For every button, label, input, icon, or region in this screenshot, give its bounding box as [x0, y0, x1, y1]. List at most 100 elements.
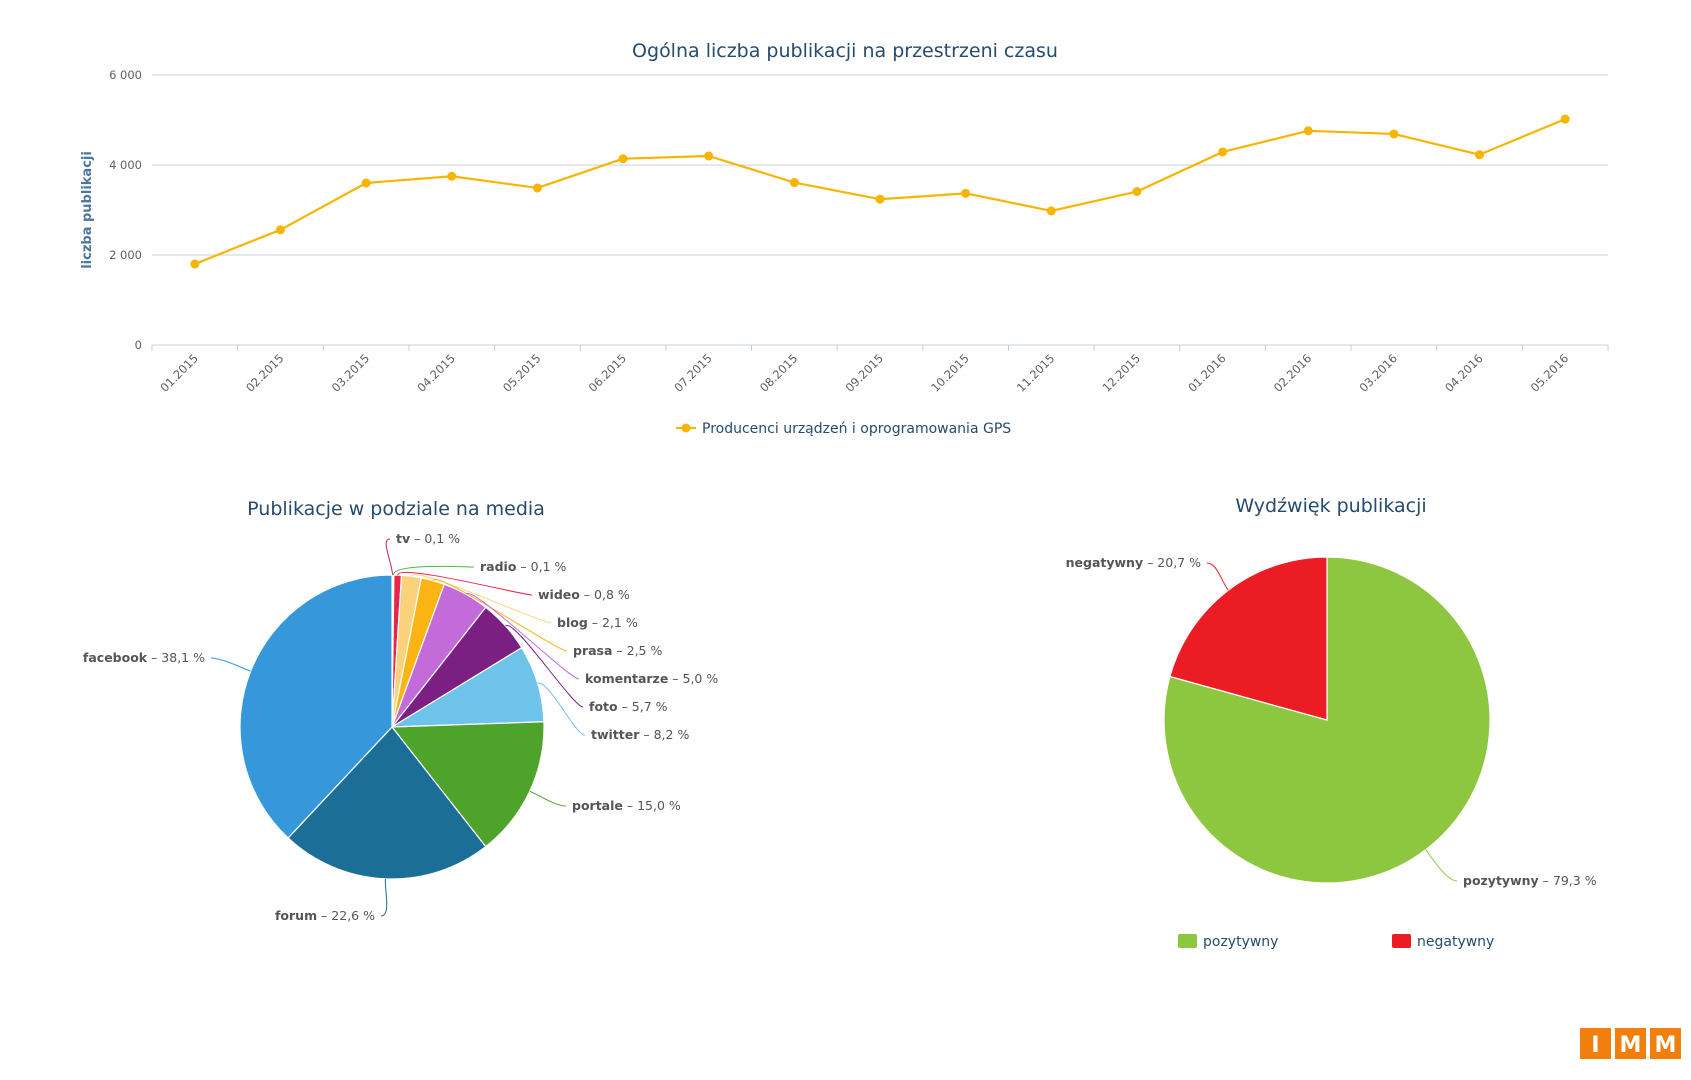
- data-point[interactable]: [190, 259, 200, 269]
- pie-label-value: – 15,0 %: [623, 798, 681, 813]
- pie-label-tv: tv – 0,1 %: [396, 531, 460, 546]
- pie-label-name: forum: [275, 908, 317, 923]
- logo-box-m2: [1650, 1028, 1681, 1059]
- legend-swatch-pozytywny: [1178, 934, 1197, 948]
- data-point[interactable]: [1560, 114, 1570, 124]
- y-tick-label: 4 000: [109, 158, 142, 172]
- connector-negatywny: [1206, 562, 1229, 591]
- pie-label-name: portale: [572, 798, 623, 813]
- x-tick-label: 09.2015: [843, 351, 887, 395]
- line-series: [190, 114, 1570, 269]
- connector-tv: [385, 538, 393, 576]
- connector-forum: [380, 878, 388, 917]
- pie-slice-forum[interactable]: [287, 726, 487, 880]
- x-tick-label: 01.2016: [1185, 351, 1229, 395]
- legend-point-marker: [681, 423, 691, 433]
- x-tick-label: 10.2015: [928, 351, 972, 395]
- x-tick-label: 03.2015: [329, 351, 373, 395]
- sentiment-legend[interactable]: pozytywny negatywny: [1178, 934, 1494, 950]
- pie-label-value: – 22,6 %: [317, 908, 375, 923]
- pie-label-name: prasa: [573, 643, 612, 658]
- data-point[interactable]: [961, 188, 971, 198]
- data-point[interactable]: [275, 225, 285, 235]
- data-point[interactable]: [1475, 150, 1485, 160]
- pie-label-value: – 0,8 %: [580, 587, 630, 602]
- legend-label-pozytywny: pozytywny: [1203, 934, 1278, 950]
- pie-label-forum: forum – 22,6 %: [275, 908, 375, 923]
- pie-label-value: – 2,5 %: [612, 643, 662, 658]
- line-chart-title: Ogólna liczba publikacji na przestrzeni …: [632, 40, 1058, 62]
- pie-label-name: blog: [557, 615, 588, 630]
- media-pie-labels: tv – 0,1 % radio – 0,1 % wideo – 0,8 % blog…: [83, 531, 718, 923]
- pie-label-pozytywny: pozytywny – 79,3 %: [1463, 873, 1597, 888]
- pie-label-name: radio: [480, 559, 517, 574]
- pie-label-value: – 2,1 %: [588, 615, 638, 630]
- pie-label-name: komentarze: [585, 671, 668, 686]
- connector-blog: [410, 574, 552, 624]
- line-chart: Ogólna liczba publikacji na przestrzeni …: [80, 40, 1609, 437]
- pie-slice-pozytywny[interactable]: [1163, 556, 1491, 884]
- pie-label-value: – 5,0 %: [668, 671, 718, 686]
- connector-foto: [505, 625, 584, 708]
- data-point[interactable]: [1132, 187, 1142, 197]
- data-point[interactable]: [1303, 126, 1313, 136]
- media-pie-title: Publikacje w podziale na media: [247, 498, 545, 520]
- legend-swatch-negatywny: [1392, 934, 1411, 948]
- pie-label-value: – 38,1 %: [147, 650, 205, 665]
- pie-label-value: – 20,7 %: [1143, 555, 1201, 570]
- pie-label-negatywny: negatywny – 20,7 %: [1066, 555, 1201, 570]
- line-y-axis: 0 2 000 4 000 6 000: [109, 68, 142, 352]
- data-point[interactable]: [447, 171, 457, 181]
- data-point[interactable]: [789, 178, 799, 188]
- data-point[interactable]: [361, 178, 371, 188]
- sentiment-pie-title: Wydźwięk publikacji: [1235, 495, 1426, 517]
- pie-label-twitter: twitter – 8,2 %: [591, 727, 689, 742]
- pie-label-name: foto: [589, 699, 618, 714]
- pie-label-value: – 0,1 %: [410, 531, 460, 546]
- x-tick-label: 02.2015: [243, 351, 287, 395]
- data-point[interactable]: [875, 194, 885, 204]
- x-tick-label: 01.2015: [157, 351, 201, 395]
- connector-komentarze: [465, 593, 580, 680]
- logo-letter-i: I: [1591, 1033, 1599, 1058]
- pie-label-wideo: wideo – 0,8 %: [538, 587, 630, 602]
- line-y-axis-title: liczba publikacji: [80, 151, 95, 269]
- pie-label-name: twitter: [591, 727, 640, 742]
- pie-label-value: – 79,3 %: [1539, 873, 1597, 888]
- connector-radio: [392, 565, 475, 576]
- data-point[interactable]: [1218, 147, 1228, 157]
- x-tick-label: 02.2016: [1271, 351, 1315, 395]
- data-point[interactable]: [1046, 206, 1056, 216]
- line-x-axis: 01.2015 02.2015 03.2015 04.2015 05.2015 06.20…: [151, 344, 1609, 395]
- imm-logo: I M M: [1580, 1028, 1681, 1059]
- series-line: [194, 118, 1566, 266]
- pie-label-name: negatywny: [1066, 555, 1143, 570]
- sentiment-pie-labels: pozytywny – 79,3 % negatywny – 20,7 %: [1066, 555, 1597, 888]
- data-point[interactable]: [704, 151, 714, 161]
- line-legend[interactable]: Producenci urządzeń i oprogramowania GPS: [676, 421, 1011, 437]
- data-point[interactable]: [618, 154, 628, 164]
- logo-box-i: [1580, 1028, 1611, 1059]
- legend-item-pozytywny[interactable]: pozytywny: [1178, 934, 1278, 950]
- pie-label-foto: foto – 5,7 %: [589, 699, 668, 714]
- data-point[interactable]: [532, 183, 542, 193]
- data-point[interactable]: [1389, 129, 1399, 139]
- connector-pozytywny: [1425, 849, 1458, 882]
- legend-item-negatywny[interactable]: negatywny: [1392, 934, 1494, 950]
- line-gridlines: [152, 74, 1608, 346]
- pie-label-prasa: prasa – 2,5 %: [573, 643, 662, 658]
- x-tick-label: 08.2015: [757, 351, 801, 395]
- connector-twitter: [537, 682, 586, 736]
- x-tick-label: 06.2015: [586, 351, 630, 395]
- y-tick-label: 6 000: [109, 68, 142, 82]
- x-tick-label: 03.2016: [1356, 351, 1400, 395]
- connector-facebook: [210, 657, 251, 672]
- media-pie-slices: [239, 574, 545, 880]
- x-tick-label: 05.2016: [1528, 351, 1572, 395]
- connector-wideo: [397, 571, 533, 596]
- logo-letter-m2: M: [1655, 1033, 1677, 1058]
- pie-label-name: facebook: [83, 650, 148, 665]
- pie-label-blog: blog – 2,1 %: [557, 615, 638, 630]
- pie-label-name: pozytywny: [1463, 873, 1539, 888]
